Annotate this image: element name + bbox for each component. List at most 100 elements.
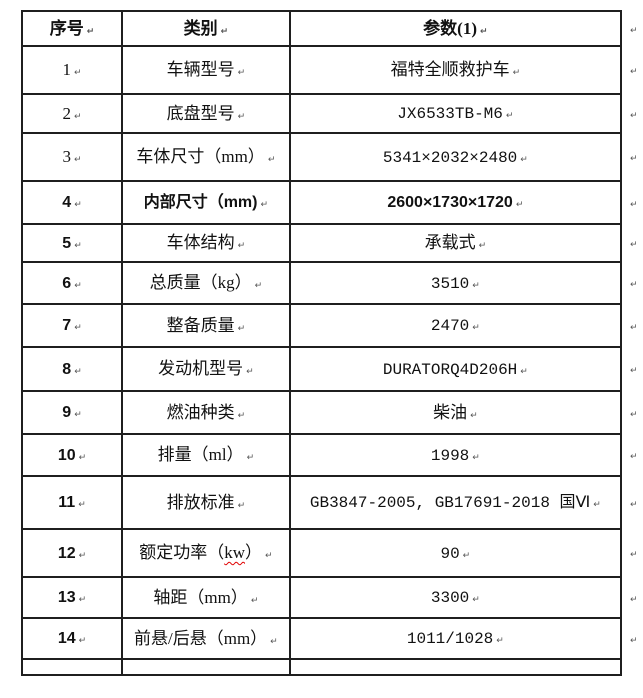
serial-cell[interactable]: 1 ↵ <box>20 45 124 95</box>
category-cell[interactable]: 底盘型号 ↵ <box>121 93 291 134</box>
serial-cell[interactable]: 3 ↵ <box>20 132 124 182</box>
category-cell[interactable]: 内部尺寸（mm) ↵ <box>121 180 291 225</box>
serial-cell[interactable]: 5 ↵ <box>20 223 124 263</box>
value-cell[interactable]: 2470 ↵ <box>288 303 623 348</box>
category-cell[interactable]: 排量（ml） ↵ <box>121 433 291 477</box>
serial-cell[interactable] <box>20 658 124 676</box>
header-cell-parameter[interactable]: 参数(1) ↵ <box>288 10 623 47</box>
serial-text: 4 <box>62 194 72 212</box>
end-of-cell-mark: ↵ <box>78 452 87 463</box>
end-of-cell-mark: ↵ <box>237 323 246 334</box>
serial-cell[interactable]: 4 ↵ <box>20 180 124 225</box>
serial-text: 14 <box>57 630 76 648</box>
value-cell[interactable]: 承载式 ↵ <box>288 223 623 263</box>
header-cell-serial[interactable]: 序号 ↵ <box>20 10 124 47</box>
category-cell[interactable]: 额定功率（kw） ↵ <box>121 528 291 578</box>
serial-cell[interactable]: 14 ↵ <box>20 617 124 660</box>
serial-cell[interactable]: 12 ↵ <box>20 528 124 578</box>
value-text: 2600×1730×1720 <box>387 194 513 212</box>
serial-cell[interactable]: 11 ↵ <box>20 475 124 530</box>
category-cell[interactable]: 轴距（mm） ↵ <box>121 576 291 619</box>
serial-cell[interactable]: 10 ↵ <box>20 433 124 477</box>
header-cell-category[interactable]: 类别 ↵ <box>121 10 291 47</box>
category-cell[interactable]: 车体结构 ↵ <box>121 223 291 263</box>
value-cell[interactable]: 福特全顺救护车 ↵ <box>288 45 623 95</box>
category-cell[interactable]: 车辆型号 ↵ <box>121 45 291 95</box>
end-of-row-mark: ↵ <box>630 452 638 462</box>
category-text: 轴距（mm） <box>153 587 248 607</box>
serial-cell[interactable]: 7 ↵ <box>20 303 124 348</box>
table-row: 3 ↵ 车体尺寸（mm） ↵ 5341×2032×2480 ↵ ↵ <box>20 132 642 182</box>
end-of-row-mark: ↵ <box>630 110 638 121</box>
header-parameter-text: 参数(1) <box>423 18 477 38</box>
end-of-cell-mark: ↵ <box>74 200 82 211</box>
value-text: 2470 <box>430 317 470 336</box>
value-text: 1998 <box>430 446 470 465</box>
row-end-mark-cell: ↵ <box>621 181 642 224</box>
value-cell[interactable]: 3300 ↵ <box>288 576 623 619</box>
row-end-mark-cell: ↵ <box>621 347 642 391</box>
value-cell[interactable]: 1011/1028 ↵ <box>288 617 623 660</box>
row-end-mark-cell: ↵ <box>621 11 642 46</box>
category-cell[interactable]: 燃油种类 ↵ <box>121 390 291 435</box>
table-row: 4 ↵ 内部尺寸（mm) ↵ 2600×1730×1720 ↵ ↵ <box>20 180 642 225</box>
row-end-mark-cell: ↵ <box>621 262 642 304</box>
serial-cell[interactable]: 9 ↵ <box>20 390 124 435</box>
value-cell[interactable]: 2600×1730×1720 ↵ <box>288 180 623 225</box>
category-cell[interactable]: 车体尺寸（mm） ↵ <box>121 132 291 182</box>
end-of-row-mark: ↵ <box>630 25 638 36</box>
end-of-cell-mark: ↵ <box>260 200 269 211</box>
category-text: 发动机型号 <box>158 359 244 379</box>
row-end-mark-cell: ↵ <box>621 46 642 94</box>
category-text-prefix: 额定功率（ <box>139 543 225 563</box>
category-cell[interactable]: 前悬/后悬（mm） ↵ <box>121 617 291 660</box>
row-end-mark-cell: ↵ <box>621 391 642 434</box>
value-cell[interactable]: 柴油 ↵ <box>288 390 623 435</box>
table-row: 2 ↵ 底盘型号 ↵ JX6533TB-M6 ↵ ↵ <box>20 93 642 134</box>
category-cell[interactable]: 总质量（kg） ↵ <box>121 261 291 305</box>
end-of-cell-mark: ↵ <box>512 68 521 79</box>
value-cell[interactable]: 3510 ↵ <box>288 261 623 305</box>
value-text: JX6533TB-M6 <box>397 105 503 124</box>
end-of-cell-mark: ↵ <box>246 453 255 464</box>
end-of-cell-mark: ↵ <box>74 366 82 377</box>
end-of-cell-mark: ↵ <box>78 595 87 606</box>
end-of-row-mark: ↵ <box>630 409 638 420</box>
serial-cell[interactable]: 6 ↵ <box>20 261 124 305</box>
serial-text: 13 <box>57 589 76 607</box>
value-cell[interactable]: JX6533TB-M6 ↵ <box>288 93 623 134</box>
value-text: 1011/1028 <box>406 630 494 649</box>
row-end-mark-cell: ↵ <box>621 94 642 133</box>
serial-cell[interactable]: 13 ↵ <box>20 576 124 619</box>
value-text: 3300 <box>430 589 470 608</box>
end-of-cell-mark: ↵ <box>74 410 82 421</box>
value-cell[interactable]: 1998 ↵ <box>288 433 623 477</box>
category-cell[interactable] <box>121 658 291 676</box>
category-cell[interactable]: 排放标准 ↵ <box>121 475 291 530</box>
value-text: 3510 <box>430 274 470 293</box>
value-cell[interactable]: 5341×2032×2480 ↵ <box>288 132 623 182</box>
serial-cell[interactable]: 8 ↵ <box>20 346 124 392</box>
category-cell[interactable]: 发动机型号 ↵ <box>121 346 291 392</box>
row-end-mark-cell: ↵ <box>621 224 642 262</box>
end-of-cell-mark: ↵ <box>78 636 87 647</box>
serial-text: 8 <box>62 360 72 378</box>
category-text-suffix: ） <box>244 543 262 563</box>
category-text: 车辆型号 <box>166 60 235 80</box>
end-of-row-mark: ↵ <box>630 366 638 376</box>
table-row: 14 ↵ 前悬/后悬（mm） ↵ 1011/1028 ↵ ↵ <box>20 617 642 660</box>
value-cell[interactable] <box>288 658 623 676</box>
serial-cell[interactable]: 2 ↵ <box>20 93 124 134</box>
table-row: 12 ↵ 额定功率（kw） ↵ 90 ↵ ↵ <box>20 528 642 578</box>
end-of-cell-mark: ↵ <box>472 595 480 606</box>
category-cell[interactable]: 整备质量 ↵ <box>121 303 291 348</box>
end-of-cell-mark: ↵ <box>220 26 229 37</box>
category-text: 总质量（kg） <box>149 273 252 293</box>
value-cell[interactable]: GB3847-2005, GB17691-2018 国Ⅵ ↵ <box>288 475 623 530</box>
end-of-cell-mark: ↵ <box>472 452 480 463</box>
value-cell[interactable]: 90 ↵ <box>288 528 623 578</box>
end-of-cell-mark: ↵ <box>520 366 528 377</box>
value-cell[interactable]: DURATORQ4D206H ↵ <box>288 346 623 392</box>
serial-text: 9 <box>62 404 72 422</box>
end-of-row-mark: ↵ <box>630 635 638 646</box>
